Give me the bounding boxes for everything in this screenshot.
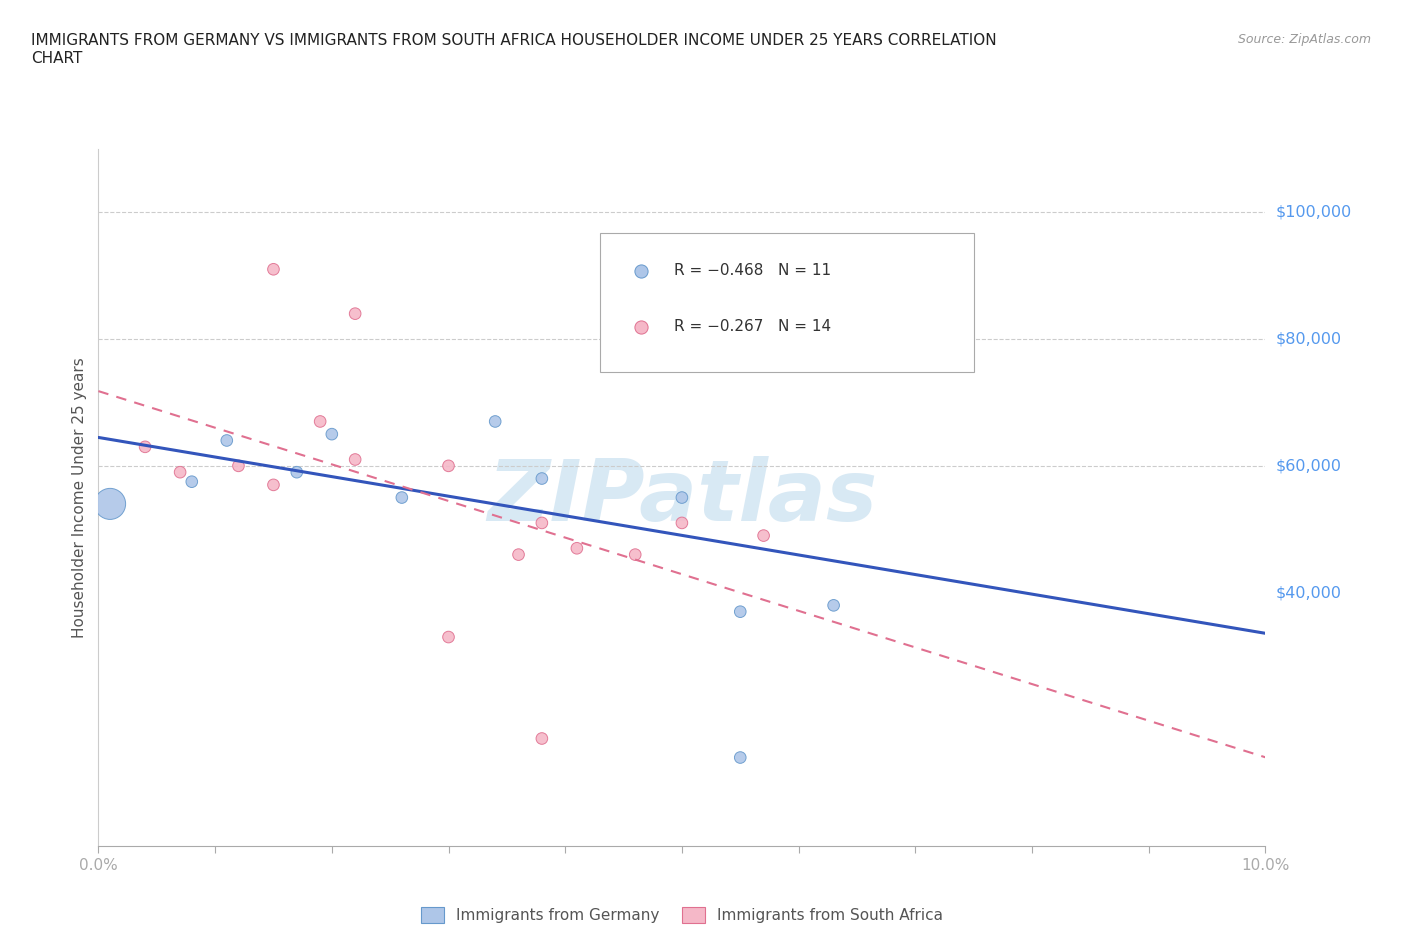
Point <box>180 474 202 489</box>
Point <box>262 262 284 277</box>
Point <box>391 490 413 505</box>
Point <box>437 458 460 473</box>
Point <box>728 604 751 619</box>
Point <box>508 547 530 562</box>
Point <box>321 427 343 442</box>
Text: Source: ZipAtlas.com: Source: ZipAtlas.com <box>1237 33 1371 46</box>
Text: $60,000: $60,000 <box>1275 458 1341 473</box>
Point <box>309 414 332 429</box>
Text: $80,000: $80,000 <box>1275 331 1341 347</box>
Text: R = −0.267   N = 14: R = −0.267 N = 14 <box>673 319 831 334</box>
Point <box>228 458 250 473</box>
Text: R = −0.468   N = 11: R = −0.468 N = 11 <box>673 263 831 278</box>
Point <box>530 731 553 746</box>
Point <box>624 547 647 562</box>
Point <box>565 541 588 556</box>
Point <box>728 751 751 765</box>
Text: IMMIGRANTS FROM GERMANY VS IMMIGRANTS FROM SOUTH AFRICA HOUSEHOLDER INCOME UNDER: IMMIGRANTS FROM GERMANY VS IMMIGRANTS FR… <box>31 33 997 47</box>
Point <box>169 465 191 480</box>
Text: CHART: CHART <box>31 51 83 66</box>
Point <box>134 439 156 454</box>
FancyBboxPatch shape <box>600 232 973 372</box>
Point <box>98 497 121 512</box>
Point <box>344 306 367 321</box>
Text: $40,000: $40,000 <box>1275 585 1341 600</box>
Point <box>285 465 308 480</box>
Point <box>671 515 693 530</box>
Point <box>530 515 553 530</box>
Point <box>437 630 460 644</box>
Point <box>823 598 845 613</box>
Point <box>530 472 553 486</box>
Legend: Immigrants from Germany, Immigrants from South Africa: Immigrants from Germany, Immigrants from… <box>415 901 949 929</box>
Point <box>671 490 693 505</box>
Point <box>215 433 238 448</box>
Point <box>262 477 284 492</box>
Text: ZIPatlas: ZIPatlas <box>486 456 877 539</box>
Y-axis label: Householder Income Under 25 years: Householder Income Under 25 years <box>72 357 87 638</box>
Point <box>752 528 775 543</box>
Point <box>484 414 506 429</box>
Point <box>636 281 658 296</box>
Point <box>344 452 367 467</box>
Text: $100,000: $100,000 <box>1275 205 1351 219</box>
